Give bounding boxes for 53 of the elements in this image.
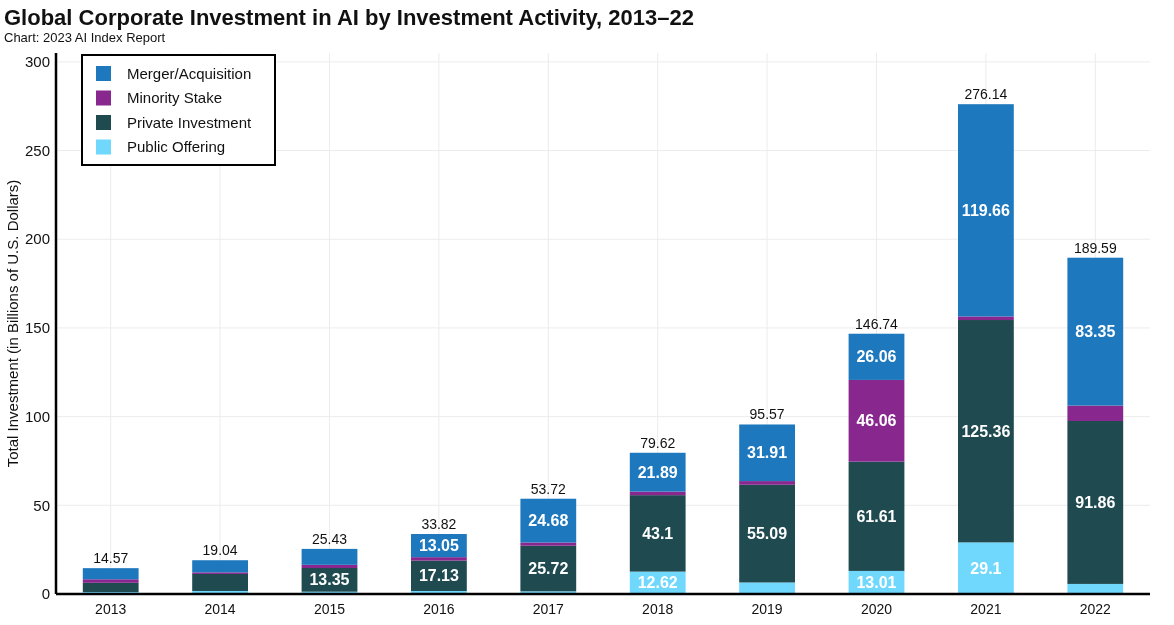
x-tick-label: 2013 (95, 601, 127, 617)
data-label: 31.91 (747, 444, 788, 462)
y-tick-label: 100 (24, 407, 50, 425)
data-label: 91.86 (1075, 494, 1116, 512)
data-label: 25.72 (528, 560, 569, 578)
y-tick-label: 0 (41, 585, 50, 603)
data-label: 119.66 (961, 201, 1011, 219)
legend-label: Private Investment (127, 113, 253, 131)
y-tick-label: 250 (24, 141, 50, 159)
total-label: 14.57 (93, 550, 129, 567)
data-label: 125.36 (961, 422, 1011, 440)
data-label: 21.89 (637, 463, 678, 481)
data-label: 26.06 (856, 348, 897, 366)
data-label: 43.1 (642, 524, 674, 542)
y-tick-label: 300 (24, 53, 50, 71)
legend-label: Minority Stake (127, 89, 223, 107)
data-label: 61.61 (856, 507, 897, 525)
y-tick-label: 50 (33, 496, 50, 514)
x-tick-label: 2015 (313, 601, 346, 617)
total-label: 53.72 (530, 480, 567, 497)
total-label: 19.04 (202, 542, 238, 559)
data-label: 13.35 (309, 571, 350, 589)
data-label: 13.01 (856, 574, 897, 592)
data-label: 24.68 (528, 512, 569, 530)
x-tick-label: 2014 (204, 601, 236, 617)
total-label: 25.43 (311, 530, 348, 547)
data-label: 83.35 (1075, 323, 1116, 341)
total-label: 33.82 (421, 516, 457, 533)
x-tick-label: 2016 (423, 601, 455, 617)
data-label: 13.05 (418, 537, 460, 555)
x-tick-label: 2017 (532, 601, 565, 617)
y-tick-label: 150 (24, 319, 50, 337)
data-label: 17.13 (418, 567, 460, 585)
total-label: 95.57 (749, 406, 785, 423)
x-tick-label: 2019 (751, 601, 783, 617)
y-axis-title: Total Investment (in Billions of U.S. Dollars) (4, 179, 21, 468)
data-label: 12.62 (637, 574, 678, 592)
x-tick-label: 2018 (642, 601, 674, 617)
x-tick-label: 2022 (1079, 601, 1112, 617)
x-tick-label: 2021 (970, 601, 1002, 617)
legend-label: Merger/Acquisition (127, 64, 252, 82)
total-label: 189.59 (1073, 239, 1117, 256)
chart-title: Global Corporate Investment in AI by Investment Activity, 2013–22 (4, 5, 694, 30)
total-label: 146.74 (855, 315, 899, 332)
data-label: 29.1 (970, 559, 1002, 577)
x-tick-label: 2020 (860, 601, 893, 617)
legend-label: Public Offering (127, 138, 226, 156)
chart-subtitle: Chart: 2023 AI Index Report (4, 30, 166, 45)
total-label: 276.14 (964, 86, 1008, 103)
data-label: 55.09 (747, 525, 788, 543)
data-label: 46.06 (856, 412, 897, 430)
y-tick-label: 200 (24, 230, 50, 248)
total-label: 79.62 (640, 434, 676, 451)
